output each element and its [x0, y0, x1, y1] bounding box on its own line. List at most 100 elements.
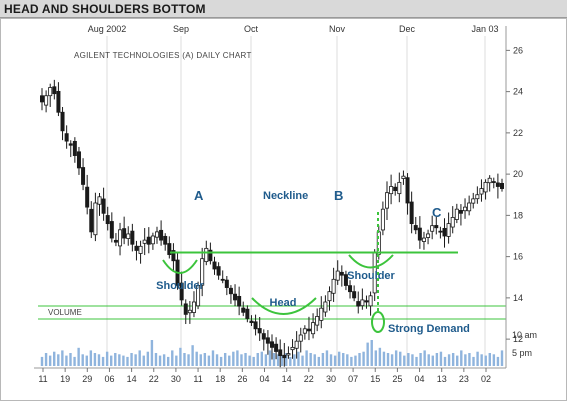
candle-body — [479, 188, 484, 195]
x-axis-ticks: 11 19 29 06 14 22 30 11 18 26 04 14 22 30 07 15 25 04 13 23… — [38, 368, 491, 384]
candle-body — [105, 215, 110, 225]
head-label: Head — [270, 297, 297, 309]
candle-body — [72, 140, 77, 156]
volume-bar — [158, 355, 162, 366]
candle-body — [495, 182, 500, 187]
volume-bar — [268, 350, 272, 366]
y-tick-label: 18 — [513, 210, 523, 220]
volume-bar — [447, 354, 451, 366]
candle-body — [421, 237, 426, 242]
candle-body — [306, 328, 311, 332]
x-tick-label: 13 — [437, 374, 447, 384]
candle-body — [458, 210, 463, 214]
volume-bar — [407, 353, 410, 366]
volume-bar — [53, 351, 56, 366]
candle-body — [126, 233, 131, 239]
candle-body — [64, 133, 69, 142]
volume-bar — [476, 351, 479, 366]
candle-body — [134, 245, 139, 251]
volume-bar — [134, 354, 137, 366]
y-tick-label: 14 — [513, 293, 523, 303]
head-arc — [251, 297, 317, 315]
candle-body — [393, 186, 398, 192]
volume-bar — [492, 354, 496, 366]
x-tick-label: 25 — [392, 374, 402, 384]
volume-bar — [187, 354, 190, 366]
candle-body — [216, 266, 221, 276]
month-label: Jan 03 — [471, 24, 498, 34]
candle-body — [150, 235, 155, 245]
candle-body — [81, 167, 86, 185]
candle-body — [364, 300, 369, 303]
volume-bar — [301, 355, 304, 366]
point-b-label: B — [334, 188, 343, 203]
volume-bar — [65, 355, 68, 366]
candle-body — [380, 208, 385, 231]
volume-bar — [89, 350, 93, 366]
volume-bar — [280, 355, 284, 366]
volume-bar — [166, 356, 170, 366]
candle-body — [348, 285, 353, 293]
candle-body — [118, 229, 123, 247]
candle-body — [208, 249, 213, 262]
candle-body — [430, 225, 435, 232]
x-tick-label: 07 — [348, 374, 358, 384]
candle-body — [315, 316, 320, 326]
volume-bar — [240, 354, 243, 366]
volume-bar — [223, 353, 227, 366]
candle-body — [191, 301, 196, 313]
volume-bar — [77, 347, 80, 366]
candle-body — [413, 225, 418, 231]
candle-body — [220, 278, 225, 281]
volume-bar — [48, 355, 52, 366]
volume-bar — [427, 354, 430, 366]
volume-bar — [260, 351, 264, 366]
volume-bar — [146, 351, 150, 366]
volume-bar — [232, 351, 235, 366]
x-tick-label: 30 — [326, 374, 336, 384]
x-tick-label: 02 — [481, 374, 491, 384]
volume-bar — [333, 355, 337, 366]
volume-bar — [468, 353, 471, 366]
volume-bar — [81, 354, 84, 366]
candle-body — [454, 208, 459, 220]
candle-body — [360, 299, 365, 307]
candle-body — [302, 328, 307, 334]
x-tick-label: 26 — [237, 374, 247, 384]
candle-body — [446, 223, 451, 237]
candle-body — [384, 192, 389, 209]
candle-body — [89, 208, 94, 233]
volume-bar — [390, 354, 394, 366]
volume-bar — [40, 356, 44, 366]
candle-body — [60, 111, 65, 132]
volume-bar — [386, 353, 390, 366]
candle-body — [224, 279, 229, 288]
candle-body — [159, 229, 164, 241]
volume-bar — [289, 356, 292, 366]
strong-demand-label: Strong Demand — [388, 323, 470, 335]
candle-body — [463, 206, 468, 212]
candle-body — [323, 301, 328, 313]
volume-bar — [264, 354, 268, 366]
candle-body — [233, 293, 238, 301]
volume-bar — [44, 353, 48, 366]
candle-body — [278, 349, 283, 357]
chart-title: AGILENT TECHNOLOGIES (A) DAILY CHART — [74, 51, 252, 60]
volume-bar — [378, 347, 382, 366]
candle-body — [154, 231, 159, 238]
month-label: Nov — [329, 24, 346, 34]
right-shoulder-arc — [348, 254, 394, 269]
candle-body — [93, 202, 98, 236]
month-label: Dec — [399, 24, 416, 34]
volume-bar — [488, 353, 491, 366]
candle-body — [130, 230, 135, 245]
volume-bar — [244, 353, 247, 366]
y-tick-label: 22 — [513, 128, 523, 138]
volume-bar — [439, 351, 443, 366]
x-tick-label: 30 — [171, 374, 181, 384]
volume-bar — [456, 355, 459, 366]
candle-body — [467, 202, 472, 212]
volume-bar — [126, 356, 129, 366]
volume-bar — [219, 356, 223, 366]
neckline-label: Neckline — [263, 190, 308, 202]
